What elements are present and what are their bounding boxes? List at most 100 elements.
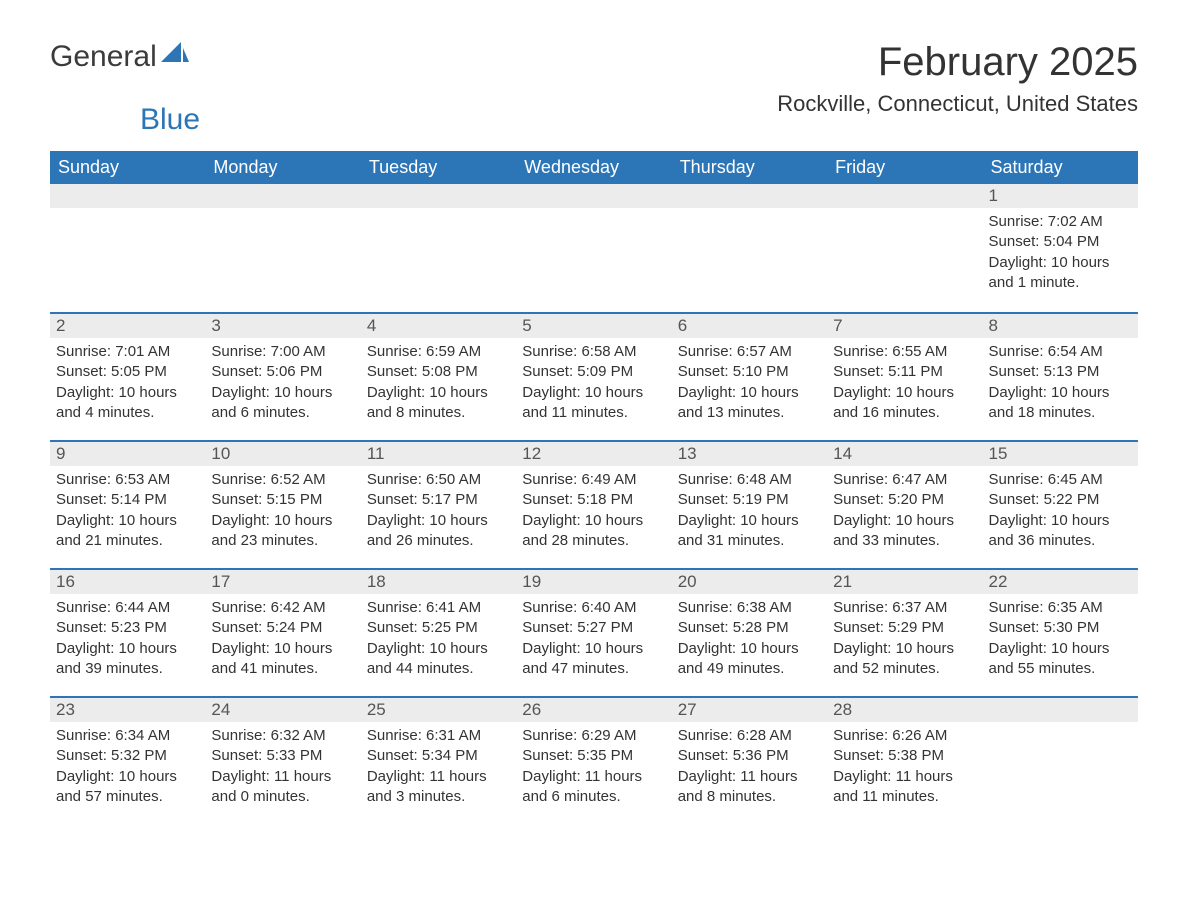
day-details: Sunrise: 6:28 AMSunset: 5:36 PMDaylight:…: [672, 722, 827, 815]
sunset-line: Sunset: 5:33 PM: [211, 746, 354, 766]
sunrise-line: Sunrise: 6:44 AM: [56, 598, 199, 618]
day-details: Sunrise: 6:47 AMSunset: 5:20 PMDaylight:…: [827, 466, 982, 559]
day-cell: [50, 184, 205, 312]
weekday-header: Friday: [827, 151, 982, 184]
daylight-line: Daylight: 10 hours and 39 minutes.: [56, 639, 199, 680]
daylight-line: Daylight: 11 hours and 6 minutes.: [522, 767, 665, 808]
day-number: 9: [50, 440, 205, 466]
sunrise-line: Sunrise: 7:00 AM: [211, 342, 354, 362]
sunrise-line: Sunrise: 6:58 AM: [522, 342, 665, 362]
day-number: 5: [516, 312, 671, 338]
daylight-line: Daylight: 10 hours and 28 minutes.: [522, 511, 665, 552]
day-cell: 6Sunrise: 6:57 AMSunset: 5:10 PMDaylight…: [672, 312, 827, 440]
day-cell: 13Sunrise: 6:48 AMSunset: 5:19 PMDayligh…: [672, 440, 827, 568]
sunset-line: Sunset: 5:19 PM: [678, 490, 821, 510]
day-details: Sunrise: 6:49 AMSunset: 5:18 PMDaylight:…: [516, 466, 671, 559]
empty-day-header: [983, 696, 1138, 722]
day-details: Sunrise: 6:26 AMSunset: 5:38 PMDaylight:…: [827, 722, 982, 815]
day-number: 11: [361, 440, 516, 466]
daylight-line: Daylight: 11 hours and 8 minutes.: [678, 767, 821, 808]
day-cell: 28Sunrise: 6:26 AMSunset: 5:38 PMDayligh…: [827, 696, 982, 824]
day-cell: 27Sunrise: 6:28 AMSunset: 5:36 PMDayligh…: [672, 696, 827, 824]
daylight-line: Daylight: 10 hours and 36 minutes.: [989, 511, 1132, 552]
day-cell: 14Sunrise: 6:47 AMSunset: 5:20 PMDayligh…: [827, 440, 982, 568]
daylight-line: Daylight: 10 hours and 26 minutes.: [367, 511, 510, 552]
day-number: 14: [827, 440, 982, 466]
sunrise-line: Sunrise: 6:34 AM: [56, 726, 199, 746]
day-details: Sunrise: 7:00 AMSunset: 5:06 PMDaylight:…: [205, 338, 360, 431]
sunrise-line: Sunrise: 6:38 AM: [678, 598, 821, 618]
sunset-line: Sunset: 5:27 PM: [522, 618, 665, 638]
sunrise-line: Sunrise: 6:28 AM: [678, 726, 821, 746]
day-cell: 4Sunrise: 6:59 AMSunset: 5:08 PMDaylight…: [361, 312, 516, 440]
day-cell: [672, 184, 827, 312]
weekday-header: Thursday: [672, 151, 827, 184]
location: Rockville, Connecticut, United States: [777, 91, 1138, 117]
daylight-line: Daylight: 11 hours and 3 minutes.: [367, 767, 510, 808]
day-number: 10: [205, 440, 360, 466]
sunset-line: Sunset: 5:25 PM: [367, 618, 510, 638]
weekday-header: Monday: [205, 151, 360, 184]
sunset-line: Sunset: 5:34 PM: [367, 746, 510, 766]
day-number: 19: [516, 568, 671, 594]
week-row: 2Sunrise: 7:01 AMSunset: 5:05 PMDaylight…: [50, 312, 1138, 440]
day-details: Sunrise: 6:52 AMSunset: 5:15 PMDaylight:…: [205, 466, 360, 559]
weekday-header: Saturday: [983, 151, 1138, 184]
day-number: 27: [672, 696, 827, 722]
daylight-line: Daylight: 10 hours and 6 minutes.: [211, 383, 354, 424]
day-number: 21: [827, 568, 982, 594]
day-number: 24: [205, 696, 360, 722]
week-row: 23Sunrise: 6:34 AMSunset: 5:32 PMDayligh…: [50, 696, 1138, 824]
day-number: 20: [672, 568, 827, 594]
daylight-line: Daylight: 10 hours and 13 minutes.: [678, 383, 821, 424]
sunset-line: Sunset: 5:18 PM: [522, 490, 665, 510]
daylight-line: Daylight: 11 hours and 0 minutes.: [211, 767, 354, 808]
sunrise-line: Sunrise: 6:29 AM: [522, 726, 665, 746]
sunrise-line: Sunrise: 6:53 AM: [56, 470, 199, 490]
sunset-line: Sunset: 5:10 PM: [678, 362, 821, 382]
daylight-line: Daylight: 11 hours and 11 minutes.: [833, 767, 976, 808]
sunset-line: Sunset: 5:08 PM: [367, 362, 510, 382]
sunrise-line: Sunrise: 6:57 AM: [678, 342, 821, 362]
sunrise-line: Sunrise: 6:31 AM: [367, 726, 510, 746]
day-details: Sunrise: 6:48 AMSunset: 5:19 PMDaylight:…: [672, 466, 827, 559]
sunset-line: Sunset: 5:20 PM: [833, 490, 976, 510]
sunrise-line: Sunrise: 6:26 AM: [833, 726, 976, 746]
day-details: Sunrise: 6:38 AMSunset: 5:28 PMDaylight:…: [672, 594, 827, 687]
sunset-line: Sunset: 5:09 PM: [522, 362, 665, 382]
day-cell: 7Sunrise: 6:55 AMSunset: 5:11 PMDaylight…: [827, 312, 982, 440]
day-number: 13: [672, 440, 827, 466]
day-details: Sunrise: 6:59 AMSunset: 5:08 PMDaylight:…: [361, 338, 516, 431]
day-cell: 23Sunrise: 6:34 AMSunset: 5:32 PMDayligh…: [50, 696, 205, 824]
sunrise-line: Sunrise: 6:54 AM: [989, 342, 1132, 362]
day-cell: 16Sunrise: 6:44 AMSunset: 5:23 PMDayligh…: [50, 568, 205, 696]
daylight-line: Daylight: 10 hours and 55 minutes.: [989, 639, 1132, 680]
sunset-line: Sunset: 5:24 PM: [211, 618, 354, 638]
day-cell: 9Sunrise: 6:53 AMSunset: 5:14 PMDaylight…: [50, 440, 205, 568]
day-number: 15: [983, 440, 1138, 466]
empty-day-header: [827, 184, 982, 208]
daylight-line: Daylight: 10 hours and 33 minutes.: [833, 511, 976, 552]
week-row: 16Sunrise: 6:44 AMSunset: 5:23 PMDayligh…: [50, 568, 1138, 696]
weekday-header: Sunday: [50, 151, 205, 184]
sunset-line: Sunset: 5:29 PM: [833, 618, 976, 638]
sunset-line: Sunset: 5:06 PM: [211, 362, 354, 382]
day-cell: 22Sunrise: 6:35 AMSunset: 5:30 PMDayligh…: [983, 568, 1138, 696]
day-cell: 2Sunrise: 7:01 AMSunset: 5:05 PMDaylight…: [50, 312, 205, 440]
day-cell: [516, 184, 671, 312]
day-details: Sunrise: 6:45 AMSunset: 5:22 PMDaylight:…: [983, 466, 1138, 559]
day-cell: 3Sunrise: 7:00 AMSunset: 5:06 PMDaylight…: [205, 312, 360, 440]
logo-text-1: General: [50, 40, 157, 74]
daylight-line: Daylight: 10 hours and 49 minutes.: [678, 639, 821, 680]
weekday-header: Tuesday: [361, 151, 516, 184]
day-number: 26: [516, 696, 671, 722]
empty-day-header: [672, 184, 827, 208]
empty-day-header: [516, 184, 671, 208]
sunrise-line: Sunrise: 6:35 AM: [989, 598, 1132, 618]
day-cell: 24Sunrise: 6:32 AMSunset: 5:33 PMDayligh…: [205, 696, 360, 824]
day-details: Sunrise: 6:50 AMSunset: 5:17 PMDaylight:…: [361, 466, 516, 559]
day-cell: [361, 184, 516, 312]
sunrise-line: Sunrise: 7:01 AM: [56, 342, 199, 362]
day-cell: 10Sunrise: 6:52 AMSunset: 5:15 PMDayligh…: [205, 440, 360, 568]
sunrise-line: Sunrise: 6:52 AM: [211, 470, 354, 490]
